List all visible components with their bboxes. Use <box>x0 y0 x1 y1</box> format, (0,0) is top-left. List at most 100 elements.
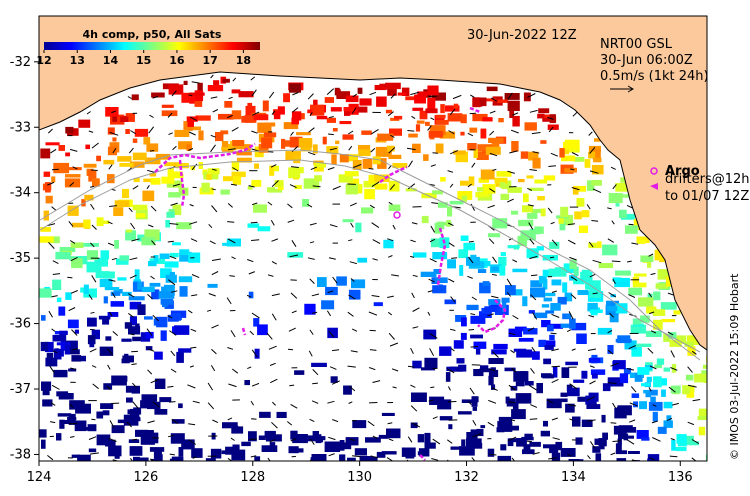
current-arrow <box>128 312 134 318</box>
y-tick-label: -34 <box>10 186 31 201</box>
x-axis: 124 126 128 130 132 134 136 <box>27 461 693 485</box>
sst-patch <box>538 339 546 347</box>
current-arrow <box>130 222 136 230</box>
current-arrow <box>489 188 496 193</box>
current-arrow <box>470 203 476 211</box>
sst-patch <box>135 457 149 461</box>
sst-patch <box>624 340 637 350</box>
argo-legend: Argo drifters@12h to 01/07 12Z <box>650 164 750 204</box>
sst-patch <box>262 100 269 112</box>
sst-patch <box>671 440 676 451</box>
sst-patch <box>502 302 507 312</box>
current-arrow <box>607 207 612 210</box>
current-arrow <box>370 148 376 153</box>
sst-patch <box>467 143 477 151</box>
current-arrow <box>207 402 215 410</box>
sst-patch <box>170 433 185 444</box>
sst-patch <box>304 303 316 315</box>
current-arrow <box>589 380 596 385</box>
sst-patch <box>103 296 108 304</box>
sst-patch <box>70 460 78 461</box>
sst-patch <box>135 213 146 218</box>
sst-patch <box>134 269 140 280</box>
current-arrow <box>251 130 258 134</box>
sst-patch <box>470 254 477 262</box>
current-arrow <box>508 436 517 442</box>
current-arrow <box>49 365 55 374</box>
sst-patch <box>206 173 212 180</box>
sst-patch <box>547 124 559 130</box>
sst-patch <box>232 140 245 147</box>
current-arrow <box>650 330 657 334</box>
sst-patch <box>484 261 491 267</box>
sst-patch <box>376 96 387 107</box>
current-arrow <box>489 110 496 114</box>
sst-patch <box>164 284 175 296</box>
sst-patch <box>140 435 155 445</box>
current-arrow <box>691 350 697 355</box>
sst-patch <box>389 128 402 136</box>
current-arrow <box>50 402 56 406</box>
sst-patch <box>617 405 632 416</box>
sst-patch <box>161 110 178 117</box>
sst-patch <box>453 103 459 109</box>
current-arrow <box>530 294 537 301</box>
current-arrow <box>127 96 132 100</box>
sst-patch <box>530 287 546 298</box>
sst-patch <box>359 98 372 106</box>
sst-patch <box>460 114 467 124</box>
current-arrow <box>190 346 197 349</box>
sst-patch <box>83 163 97 168</box>
sst-patch <box>601 414 606 423</box>
current-arrow <box>430 117 435 121</box>
sst-patch <box>512 268 528 273</box>
current-arrow <box>167 240 174 243</box>
sst-patch <box>223 176 234 182</box>
current-arrow <box>47 128 53 134</box>
current-arrow <box>52 273 61 275</box>
sst-patch <box>364 188 375 200</box>
sst-patch <box>236 157 252 163</box>
sst-patch <box>512 115 520 127</box>
sst-patch <box>41 439 46 449</box>
current-arrow <box>412 307 420 312</box>
sst-patch <box>631 393 640 398</box>
sst-patch <box>565 403 575 413</box>
current-arrow <box>470 346 479 348</box>
sst-patch <box>469 127 478 133</box>
current-arrow <box>468 256 474 264</box>
sst-patch <box>417 434 425 443</box>
sst-patch <box>560 323 573 328</box>
sst-patch <box>179 249 190 256</box>
sst-patch <box>628 287 643 296</box>
sst-patch <box>386 145 395 152</box>
sst-patch <box>121 338 132 342</box>
sst-patch <box>592 149 601 160</box>
current-arrow <box>432 438 441 445</box>
sst-patch <box>461 317 467 327</box>
current-arrow <box>231 368 239 374</box>
current-arrow <box>670 367 678 371</box>
current-arrow <box>529 169 537 171</box>
sst-patch <box>591 164 604 175</box>
sst-patch <box>87 317 97 327</box>
sst-patch <box>190 165 195 171</box>
current-arrow <box>270 164 277 168</box>
sst-patch <box>436 114 446 119</box>
sst-patch <box>167 167 174 177</box>
sst-patch <box>432 285 447 294</box>
current-arrow <box>352 455 361 458</box>
sst-patch <box>491 349 507 355</box>
sst-patch <box>244 380 250 386</box>
sst-patch <box>189 92 205 96</box>
sst-patch <box>507 245 520 249</box>
current-arrow <box>387 311 393 316</box>
current-arrow <box>249 438 257 440</box>
sst-patch <box>60 341 65 351</box>
sst-patch <box>524 433 533 437</box>
current-arrow <box>410 239 416 243</box>
sst-patch <box>107 146 117 156</box>
sst-patch <box>453 340 464 349</box>
sst-patch <box>143 178 152 183</box>
sst-patch <box>684 341 694 347</box>
